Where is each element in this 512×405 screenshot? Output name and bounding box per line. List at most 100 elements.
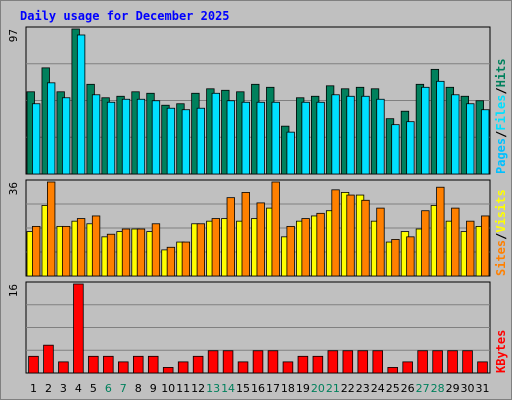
x-tick-label-3: 3 xyxy=(60,382,67,395)
bar-files-day-19 xyxy=(301,101,310,175)
bar-kbytes-day-2 xyxy=(43,344,54,374)
bar-kbytes-day-10 xyxy=(162,367,174,374)
x-tick-label-31: 31 xyxy=(476,382,490,395)
bar-files-day-22 xyxy=(346,95,355,175)
x-tick-label-24: 24 xyxy=(371,382,385,395)
bar-files-day-5 xyxy=(91,94,101,175)
x-axis-ticks: 1 2 3 4 5 6 7 8 9 10 11 12 13 14 15 16 17 18 19 20 21 22 23 24 2… xyxy=(30,382,490,395)
x-tick-label-15: 15 xyxy=(236,382,250,395)
x-tick-label-14: 14 xyxy=(221,382,235,395)
bar-sites-day-31 xyxy=(481,215,490,277)
bar-kbytes-day-18 xyxy=(282,361,294,374)
bar-sites-day-7 xyxy=(121,228,131,277)
bar-sites-day-22 xyxy=(346,194,355,277)
bar-sites-day-4 xyxy=(76,218,86,277)
legend-pages: Pages xyxy=(494,138,508,174)
bar-sites-day-12 xyxy=(196,223,206,277)
bar-kbytes-day-19 xyxy=(297,355,309,374)
bar-sites-day-29 xyxy=(451,207,460,277)
x-tick-label-10: 10 xyxy=(161,382,175,395)
x-tick-label-25: 25 xyxy=(386,382,400,395)
x-tick-label-20: 20 xyxy=(311,382,325,395)
bar-sites-day-13 xyxy=(211,218,220,277)
bar-kbytes-day-21 xyxy=(327,350,339,374)
bar-sites-day-14 xyxy=(226,197,235,277)
legend-hits: Hits xyxy=(494,58,508,87)
panel-visits-sites: 36 xyxy=(7,179,491,277)
bar-files-day-23 xyxy=(361,95,370,175)
x-tick-label-26: 26 xyxy=(401,382,415,395)
bar-sites-day-5 xyxy=(91,215,101,277)
bar-kbytes-day-25 xyxy=(387,367,398,374)
x-tick-label-23: 23 xyxy=(356,382,370,395)
bar-sites-day-19 xyxy=(301,218,310,277)
x-tick-label-7: 7 xyxy=(120,382,127,395)
side-legend-hits-files-pages: Pages/Files/Hits xyxy=(494,58,508,174)
bar-sites-day-30 xyxy=(466,220,475,277)
bar-files-day-2 xyxy=(47,82,56,175)
legend-sites: Sites xyxy=(494,240,508,276)
x-tick-label-19: 19 xyxy=(296,382,310,395)
bar-files-day-14 xyxy=(226,100,235,175)
bar-sites-day-17 xyxy=(271,181,280,277)
bar-kbytes-day-11 xyxy=(177,361,189,374)
x-tick-label-11: 11 xyxy=(176,382,190,395)
bar-files-day-15 xyxy=(241,101,250,175)
legend-separator: / xyxy=(494,131,508,138)
x-tick-label-12: 12 xyxy=(191,382,205,395)
bar-kbytes-day-26 xyxy=(402,361,413,374)
bar-files-day-1 xyxy=(32,103,41,175)
bar-sites-day-6 xyxy=(106,233,116,277)
bar-sites-day-20 xyxy=(316,212,325,277)
bar-sites-day-8 xyxy=(136,228,146,277)
y-max-label: 16 xyxy=(7,284,20,297)
bar-files-day-26 xyxy=(406,121,415,175)
bar-sites-day-18 xyxy=(286,225,295,277)
bar-kbytes-day-28 xyxy=(432,350,443,374)
x-tick-label-30: 30 xyxy=(461,382,475,395)
bar-files-day-6 xyxy=(106,101,116,175)
bar-kbytes-day-3 xyxy=(58,361,69,374)
bar-kbytes-day-7 xyxy=(118,361,129,374)
panel-hits-files-pages: 97 xyxy=(7,26,491,175)
bar-sites-day-23 xyxy=(361,199,370,277)
x-tick-label-5: 5 xyxy=(90,382,97,395)
bar-sites-day-16 xyxy=(256,202,265,277)
x-tick-label-28: 28 xyxy=(431,382,445,395)
bar-files-day-18 xyxy=(286,131,295,175)
bar-kbytes-day-20 xyxy=(312,355,324,374)
x-tick-label-16: 16 xyxy=(251,382,265,395)
x-tick-label-1: 1 xyxy=(30,382,37,395)
bar-kbytes-day-12 xyxy=(192,355,204,374)
y-max-label: 97 xyxy=(7,29,20,42)
bar-sites-day-10 xyxy=(166,246,176,277)
legend-visits: Visits xyxy=(494,189,508,232)
bar-sites-day-25 xyxy=(391,239,400,277)
bar-files-day-29 xyxy=(451,94,460,175)
bar-kbytes-day-27 xyxy=(417,350,428,374)
bar-kbytes-day-15 xyxy=(237,361,249,374)
bar-files-day-10 xyxy=(166,107,176,175)
x-tick-label-29: 29 xyxy=(446,382,460,395)
bar-kbytes-day-17 xyxy=(267,350,279,374)
bar-files-day-17 xyxy=(271,101,280,175)
bar-kbytes-day-8 xyxy=(132,355,144,374)
bar-files-day-12 xyxy=(196,107,206,175)
bar-kbytes-day-6 xyxy=(103,355,114,374)
x-tick-label-22: 22 xyxy=(341,382,355,395)
x-tick-label-17: 17 xyxy=(266,382,280,395)
bar-sites-day-2 xyxy=(47,181,56,277)
bar-sites-day-1 xyxy=(32,225,41,277)
legend-files: Files xyxy=(494,95,508,131)
bar-sites-day-3 xyxy=(61,225,71,277)
bar-sites-day-28 xyxy=(436,186,445,277)
bar-kbytes-day-4 xyxy=(73,283,84,374)
bar-files-day-30 xyxy=(466,103,475,175)
bar-files-day-16 xyxy=(256,101,265,175)
bar-files-day-20 xyxy=(316,101,325,175)
legend-separator: / xyxy=(494,233,508,240)
bar-files-day-31 xyxy=(481,109,490,175)
bar-kbytes-day-13 xyxy=(207,350,219,374)
